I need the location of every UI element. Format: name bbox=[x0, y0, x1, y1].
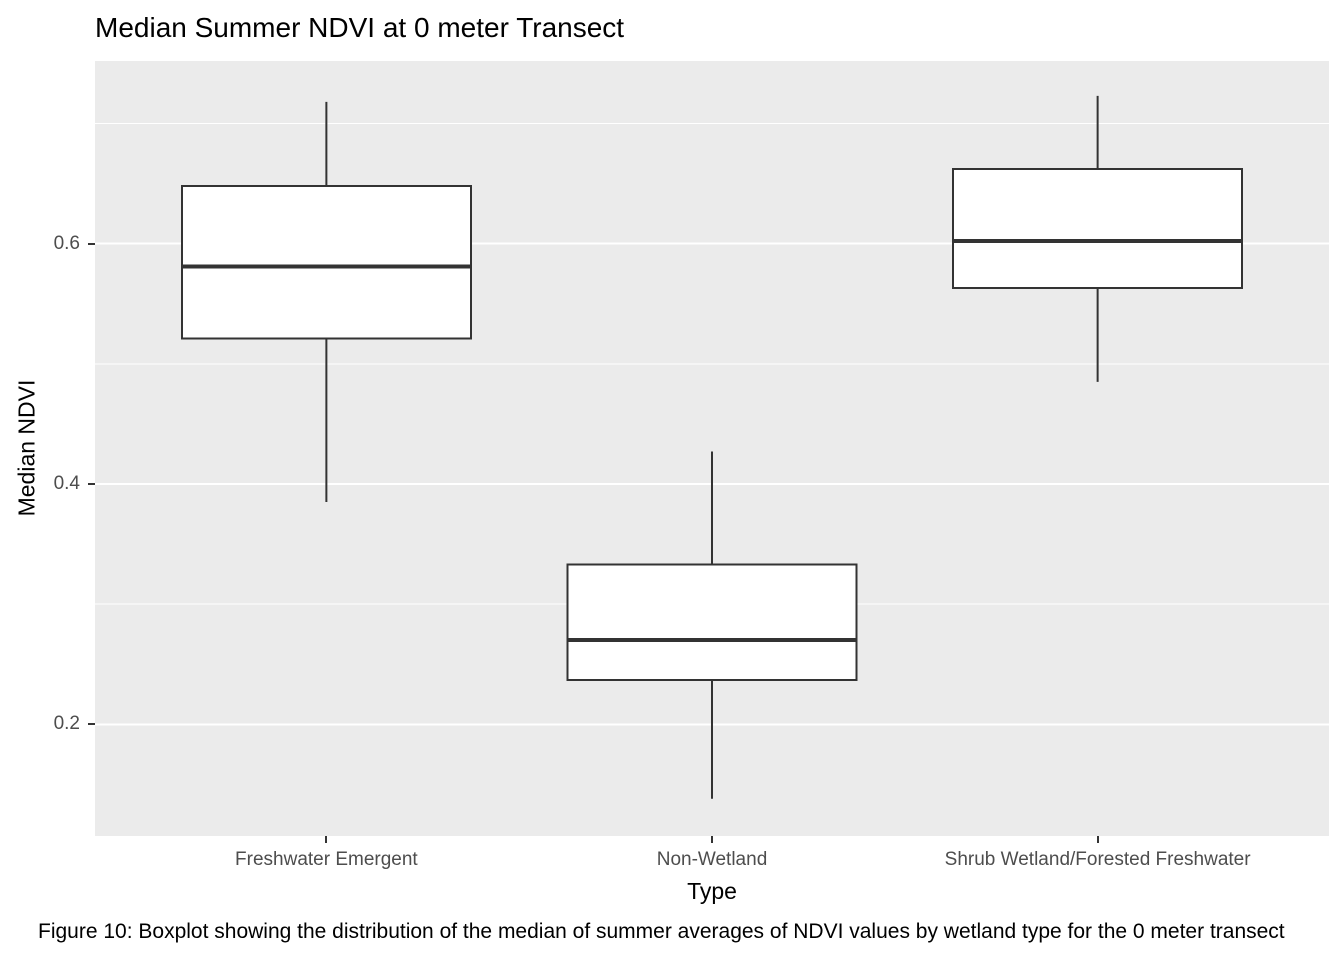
chart-title: Median Summer NDVI at 0 meter Transect bbox=[95, 12, 625, 43]
y-tick-label: 0.6 bbox=[53, 232, 80, 254]
x-tick-mark bbox=[1096, 836, 1099, 843]
x-tick-label: Shrub Wetland/Forested Freshwater bbox=[944, 849, 1251, 870]
y-tick-mark bbox=[88, 723, 95, 726]
box-rect bbox=[566, 563, 858, 681]
box-rect bbox=[180, 184, 472, 340]
y-tick-mark bbox=[88, 242, 95, 245]
box-rect bbox=[952, 168, 1244, 290]
plot-panel bbox=[95, 61, 1329, 836]
x-tick-mark bbox=[711, 836, 713, 843]
boxplot-svg bbox=[95, 95, 1329, 799]
y-axis-title: Median NDVI bbox=[13, 379, 40, 517]
x-axis-title: Type bbox=[687, 878, 737, 904]
x-tick-label: Freshwater Emergent bbox=[235, 849, 418, 870]
y-tick-mark bbox=[88, 482, 95, 485]
y-tick-label: 0.4 bbox=[53, 472, 80, 494]
y-tick-label: 0.2 bbox=[53, 713, 80, 735]
x-tick-mark bbox=[325, 836, 328, 843]
x-tick-label: Non-Wetland bbox=[656, 849, 768, 870]
figure-caption: Figure 10: Boxplot showing the distribut… bbox=[38, 920, 1285, 943]
